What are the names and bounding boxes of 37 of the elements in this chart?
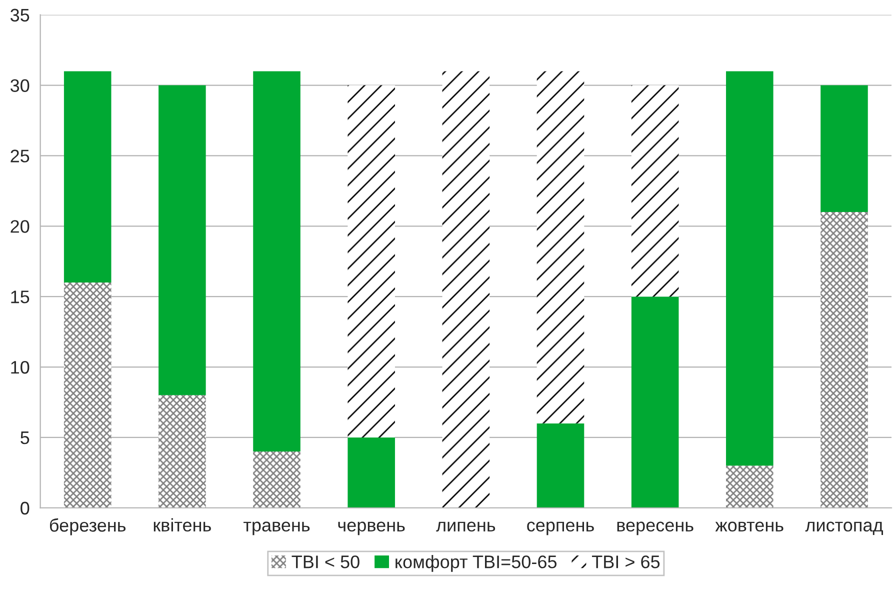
bar bbox=[726, 466, 774, 508]
y-tick-label: 25 bbox=[10, 150, 30, 162]
bar bbox=[64, 71, 112, 282]
x-tick-label: вересень bbox=[617, 522, 694, 536]
bar bbox=[253, 71, 300, 452]
y-tick-label: 35 bbox=[10, 8, 30, 22]
legend-label: TBI < 50 bbox=[292, 555, 360, 568]
bar bbox=[253, 452, 300, 508]
bar bbox=[158, 395, 206, 508]
bar bbox=[536, 71, 584, 424]
y-tick-label: 15 bbox=[11, 290, 30, 304]
x-tick-label: квітень bbox=[154, 518, 211, 532]
legend-label: TBI > 65 bbox=[592, 555, 660, 568]
bar bbox=[631, 85, 679, 297]
bar bbox=[536, 423, 584, 508]
bar bbox=[158, 85, 206, 396]
bar bbox=[820, 212, 868, 508]
x-tick-label: липень bbox=[436, 522, 496, 532]
y-tick-label: 30 bbox=[10, 79, 30, 92]
y-tick-label: 10 bbox=[11, 360, 30, 374]
bar bbox=[631, 296, 679, 508]
x-tick-label: листопад bbox=[805, 522, 883, 535]
bar bbox=[820, 85, 868, 212]
x-tick-label: березень bbox=[50, 518, 126, 536]
x-tick-label: жовтень bbox=[715, 522, 784, 532]
x-tick-label: травень bbox=[243, 522, 310, 536]
x-tick-label: серпень bbox=[527, 522, 594, 536]
bar bbox=[726, 71, 774, 466]
y-tick-label: 20 bbox=[10, 220, 30, 233]
bar bbox=[348, 85, 395, 438]
bar bbox=[348, 437, 395, 508]
bar bbox=[442, 71, 490, 508]
y-tick-label: 5 bbox=[20, 432, 30, 444]
y-tick-label: 0 bbox=[20, 502, 30, 515]
bar bbox=[64, 282, 112, 508]
x-tick-label: червень bbox=[338, 522, 405, 536]
legend-label: комфорт TBI=50-65 bbox=[396, 555, 557, 572]
